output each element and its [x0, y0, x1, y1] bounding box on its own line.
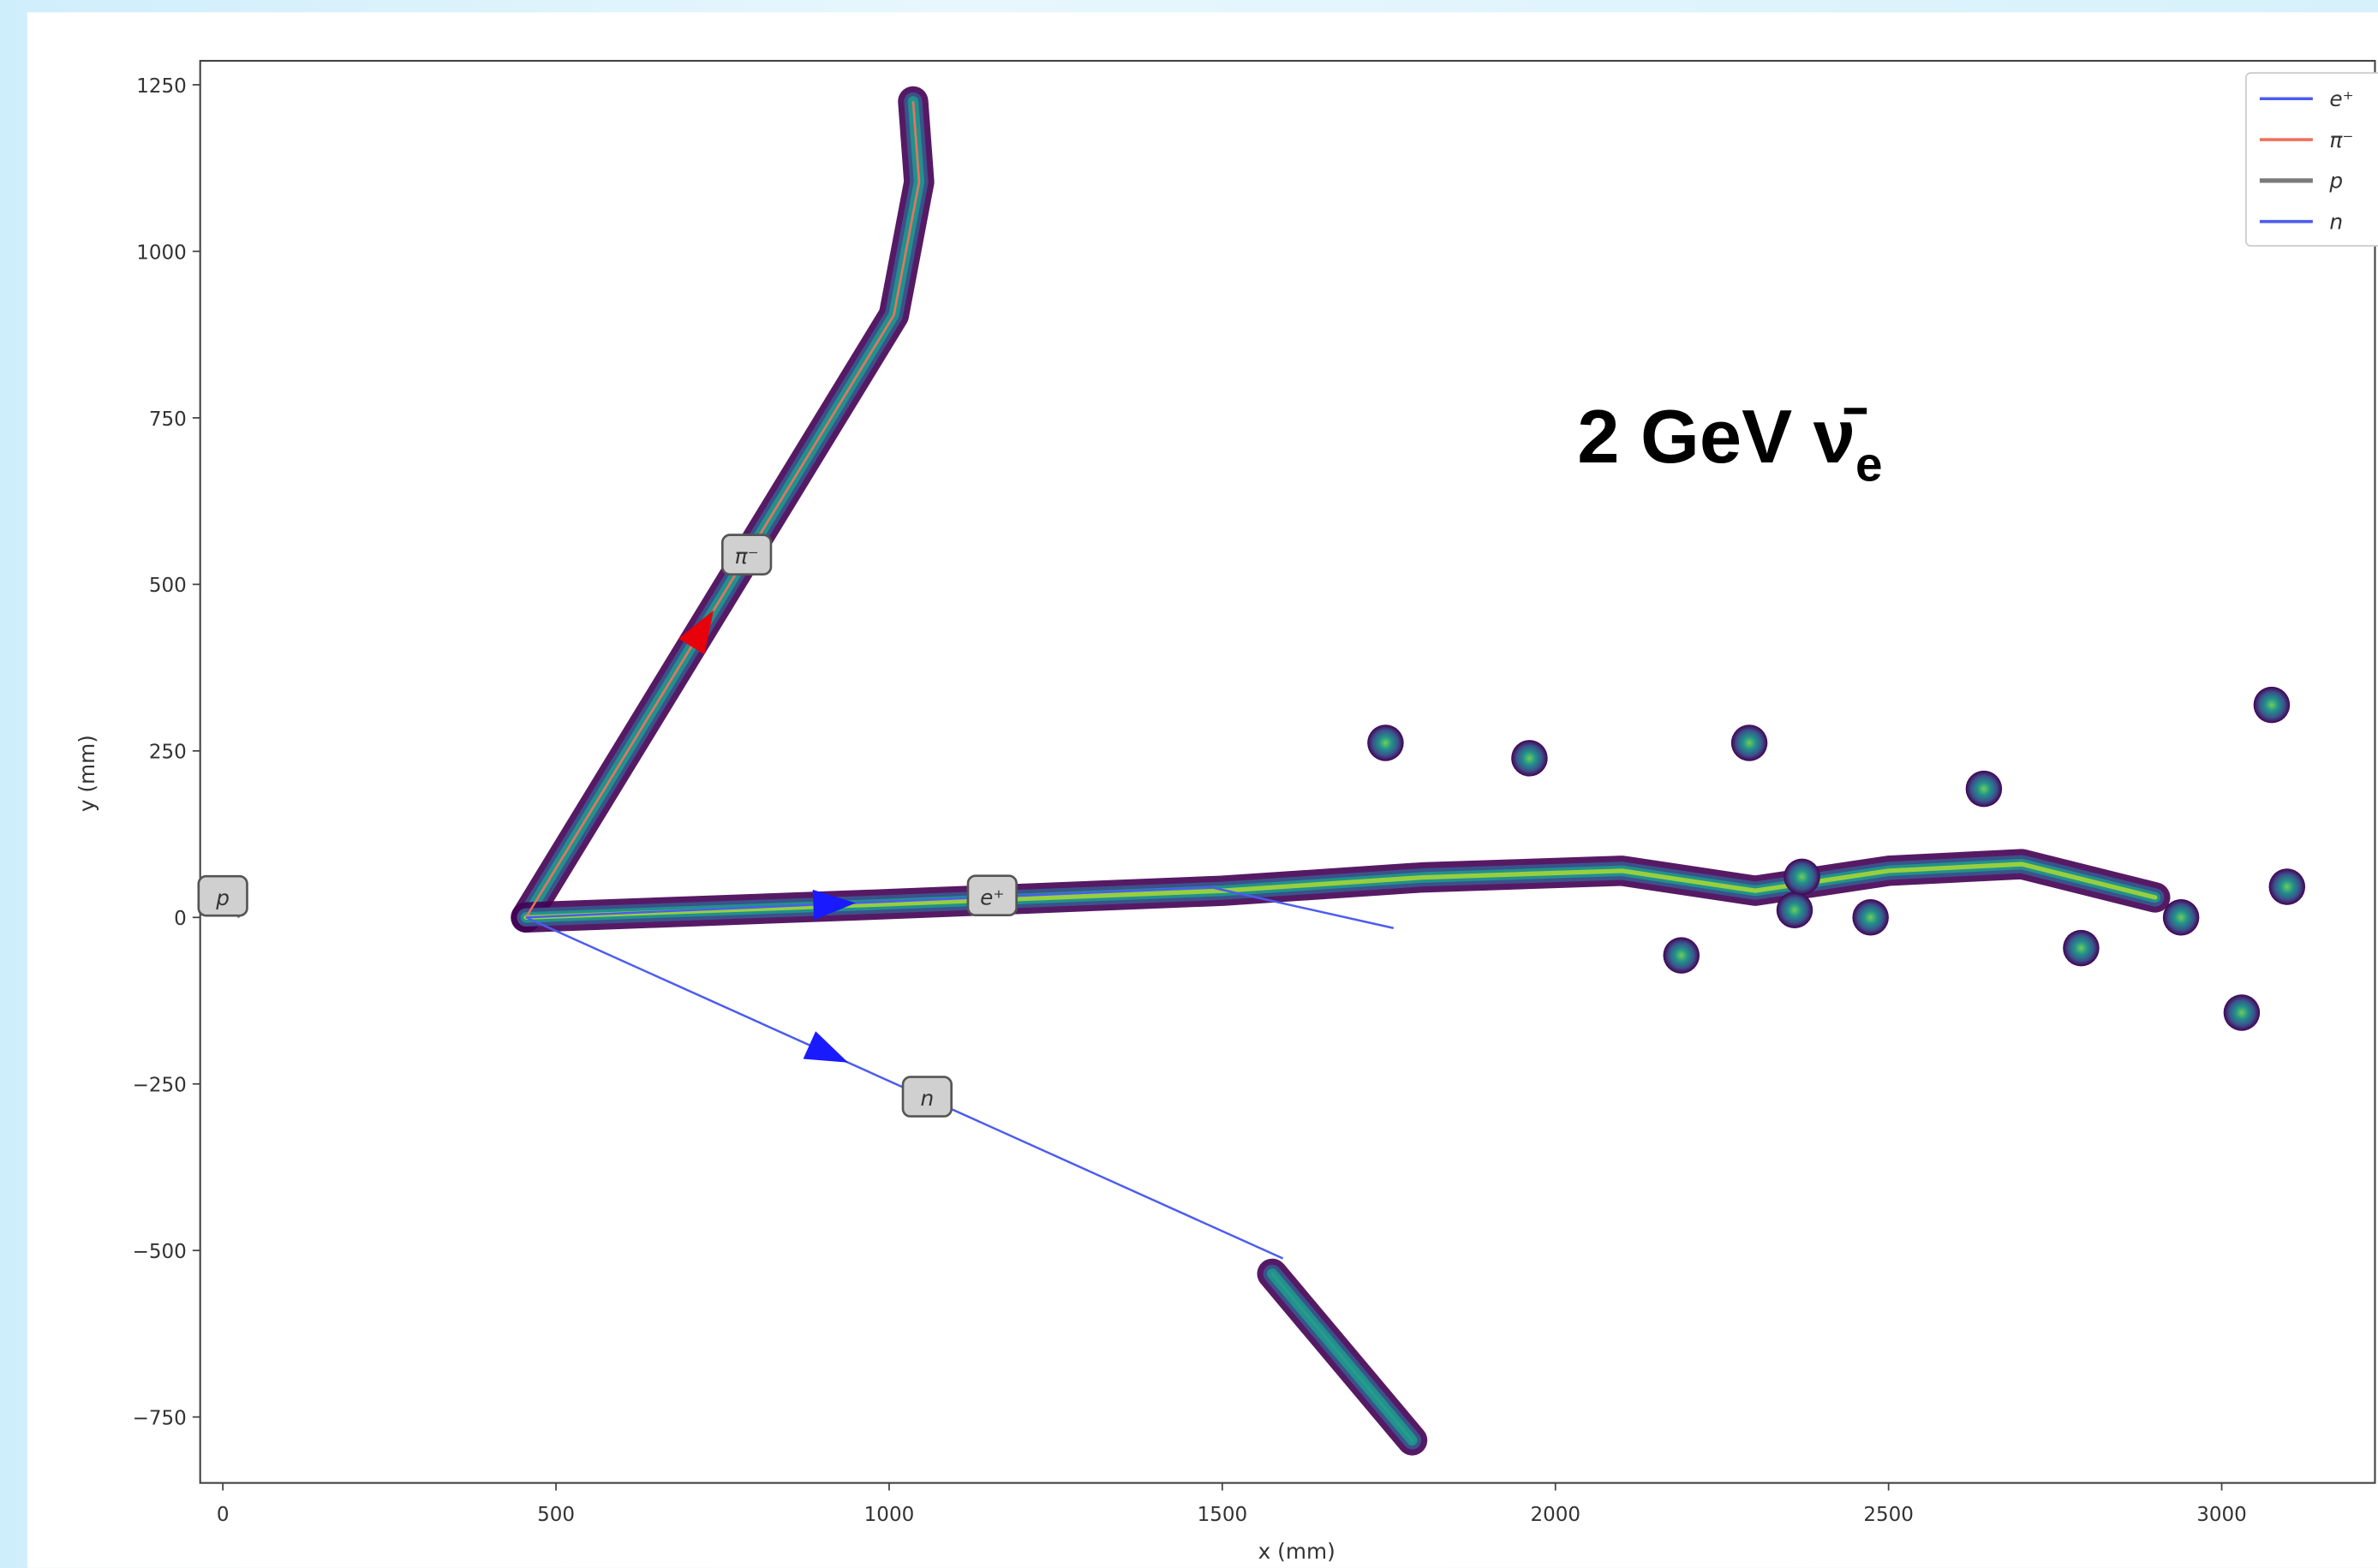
- energy-blob: [1852, 899, 1888, 935]
- y-tick-label: 500: [149, 575, 187, 597]
- annotation-subscript: e: [1855, 438, 1883, 492]
- track-label-text: e⁺: [980, 885, 1004, 909]
- track-label: n: [903, 1077, 952, 1117]
- y-tick-label: 750: [149, 408, 187, 431]
- energy-blob: [1777, 891, 1813, 927]
- y-tick-label: −750: [133, 1408, 187, 1430]
- x-tick-label: 2500: [1863, 1504, 1914, 1526]
- x-tick-label: 0: [217, 1504, 230, 1526]
- legend-label: π⁻: [2329, 128, 2353, 152]
- x-tick-label: 500: [537, 1504, 575, 1526]
- energy-blob: [2063, 930, 2099, 966]
- track-label-text: n: [920, 1086, 934, 1111]
- track-label-text: p: [215, 885, 230, 910]
- energy-blob: [1784, 859, 1819, 895]
- x-tick-label: 1500: [1198, 1504, 1248, 1526]
- x-tick-label: 3000: [2196, 1504, 2247, 1526]
- energy-blob: [2254, 687, 2290, 723]
- energy-blob: [2269, 868, 2305, 904]
- energy-blob: [1731, 724, 1767, 760]
- annotation: 2 GeV ν̄e: [1577, 394, 1882, 492]
- energy-blob: [1664, 937, 1700, 973]
- y-tick-label: 0: [174, 908, 187, 930]
- y-tick-label: 1000: [136, 241, 187, 264]
- x-tick-label: 1000: [864, 1504, 915, 1526]
- x-axis-label: x (mm): [1258, 1539, 1335, 1564]
- track-label: e⁺: [968, 876, 1017, 915]
- legend: e⁺ π⁻ pn: [2246, 73, 2378, 246]
- y-tick-label: 250: [149, 742, 187, 764]
- energy-blob: [1966, 771, 2002, 807]
- track-label: p: [199, 876, 248, 915]
- legend-label: e⁺: [2329, 86, 2353, 111]
- track-label: π⁻: [722, 535, 771, 575]
- x-tick-label: 2000: [1530, 1504, 1580, 1526]
- track-label-text: π⁻: [735, 544, 759, 569]
- y-tick-label: −250: [133, 1075, 187, 1097]
- chart: x (mm) y (mm) 2 GeV ν̄e e⁺π⁻pn e⁺π⁻pn 05…: [0, 0, 2378, 1568]
- annotation-text: 2 GeV ν̄: [1577, 394, 1867, 479]
- energy-blob: [2163, 899, 2199, 935]
- y-tick-label: −500: [133, 1241, 187, 1263]
- legend-label: n: [2329, 210, 2343, 235]
- energy-blob: [2224, 994, 2260, 1030]
- page: x (mm) y (mm) 2 GeV ν̄e e⁺π⁻pn e⁺π⁻pn 05…: [0, 0, 2378, 1568]
- energy-blob: [1511, 740, 1547, 776]
- figure-background: [27, 12, 2378, 1567]
- y-axis-label: y (mm): [75, 735, 99, 812]
- energy-blob: [1367, 724, 1403, 760]
- legend-label: p: [2328, 169, 2343, 194]
- y-tick-label: 1250: [136, 75, 187, 98]
